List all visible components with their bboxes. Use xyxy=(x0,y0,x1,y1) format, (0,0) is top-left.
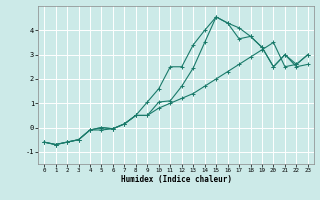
X-axis label: Humidex (Indice chaleur): Humidex (Indice chaleur) xyxy=(121,175,231,184)
